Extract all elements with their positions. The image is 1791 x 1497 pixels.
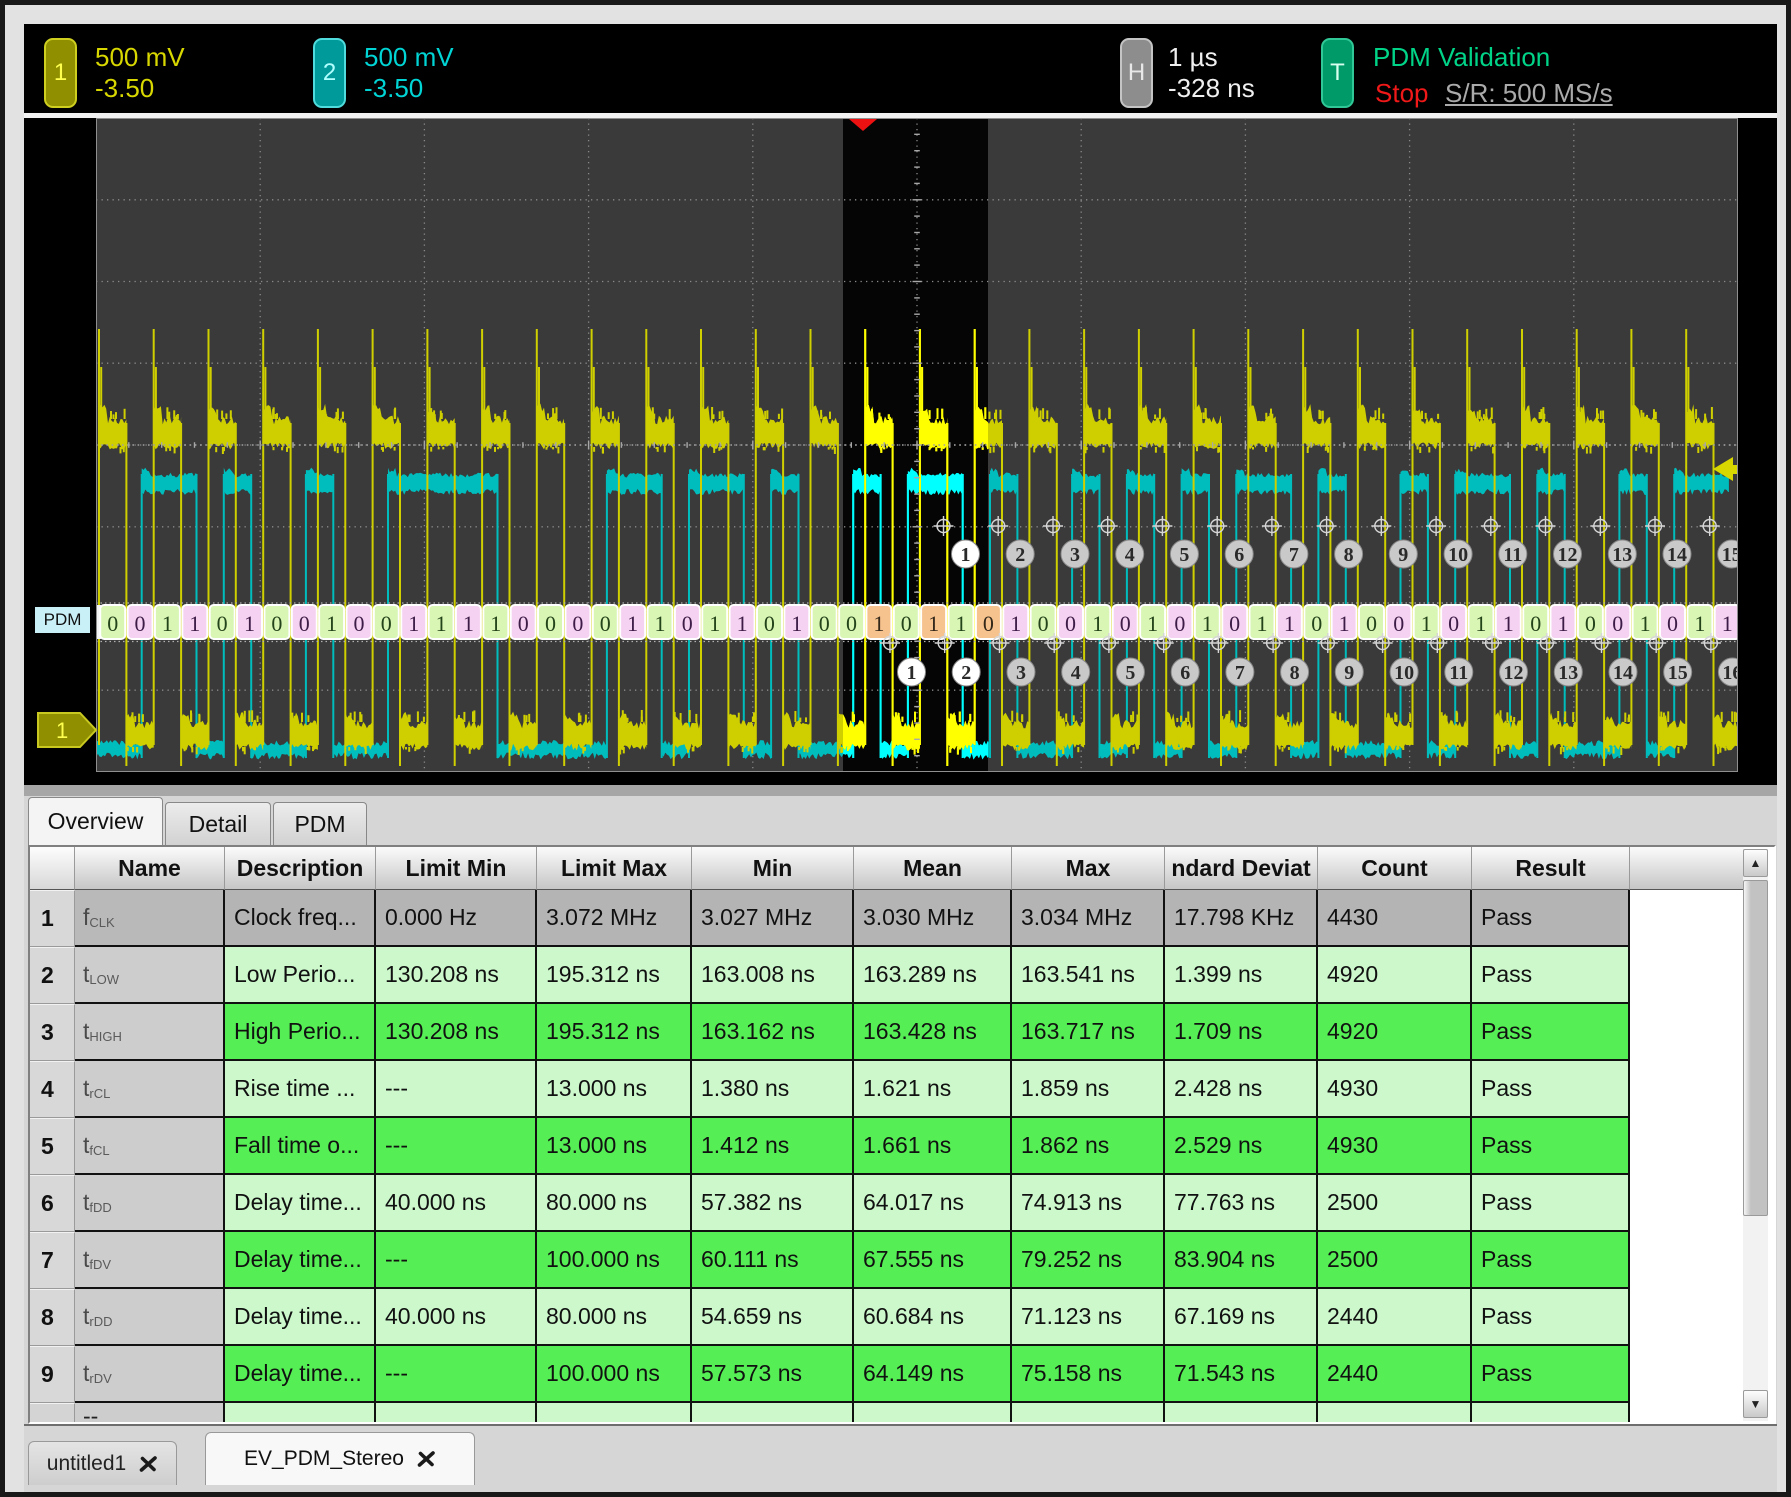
svg-text:13: 13: [1558, 662, 1578, 684]
svg-text:1: 1: [1257, 611, 1268, 636]
svg-text:8: 8: [1290, 662, 1300, 684]
svg-text:0: 0: [1311, 611, 1322, 636]
svg-text:12: 12: [1558, 544, 1578, 566]
svg-text:1: 1: [463, 611, 474, 636]
svg-text:1: 1: [1339, 611, 1350, 636]
svg-text:5: 5: [1179, 544, 1189, 566]
svg-text:0: 0: [381, 611, 392, 636]
svg-text:0: 0: [901, 611, 912, 636]
svg-text:0: 0: [1174, 611, 1185, 636]
svg-text:0: 0: [764, 611, 775, 636]
svg-text:0: 0: [1065, 611, 1076, 636]
svg-text:1: 1: [961, 544, 971, 566]
svg-text:4: 4: [1071, 662, 1081, 684]
svg-text:4: 4: [1125, 544, 1135, 566]
svg-text:0: 0: [135, 611, 146, 636]
svg-text:0: 0: [846, 611, 857, 636]
svg-text:1: 1: [928, 611, 939, 636]
svg-text:6: 6: [1180, 662, 1190, 684]
svg-text:0: 0: [1229, 611, 1240, 636]
svg-text:2: 2: [961, 662, 971, 684]
svg-text:0: 0: [1120, 611, 1131, 636]
svg-text:0: 0: [271, 611, 282, 636]
svg-text:1: 1: [1202, 611, 1213, 636]
svg-text:1: 1: [709, 611, 720, 636]
svg-text:0: 0: [217, 611, 228, 636]
svg-text:14: 14: [1667, 544, 1687, 566]
svg-text:1: 1: [1475, 611, 1486, 636]
svg-text:1: 1: [1722, 611, 1733, 636]
svg-text:1: 1: [1421, 611, 1432, 636]
svg-text:2: 2: [1015, 544, 1025, 566]
svg-text:9: 9: [1344, 662, 1354, 684]
svg-text:7: 7: [1289, 544, 1299, 566]
svg-text:1: 1: [1147, 611, 1158, 636]
svg-text:1: 1: [408, 611, 419, 636]
svg-text:0: 0: [1585, 611, 1596, 636]
svg-text:10: 10: [1448, 544, 1468, 566]
svg-text:14: 14: [1613, 662, 1633, 684]
svg-text:1: 1: [189, 611, 200, 636]
svg-text:16: 16: [1722, 662, 1738, 684]
svg-text:9: 9: [1398, 544, 1408, 566]
svg-text:0: 0: [983, 611, 994, 636]
svg-text:0: 0: [1612, 611, 1623, 636]
svg-text:1: 1: [490, 611, 501, 636]
svg-text:13: 13: [1612, 544, 1632, 566]
svg-text:8: 8: [1344, 544, 1354, 566]
svg-text:0: 0: [572, 611, 583, 636]
svg-text:3: 3: [1016, 662, 1026, 684]
svg-text:1: 1: [436, 611, 447, 636]
svg-text:1: 1: [56, 718, 68, 743]
svg-text:0: 0: [1530, 611, 1541, 636]
svg-text:0: 0: [600, 611, 611, 636]
svg-text:1: 1: [873, 611, 884, 636]
svg-text:12: 12: [1504, 662, 1524, 684]
svg-text:1: 1: [791, 611, 802, 636]
svg-text:15: 15: [1668, 662, 1688, 684]
svg-text:5: 5: [1125, 662, 1135, 684]
svg-text:1: 1: [956, 611, 967, 636]
svg-text:10: 10: [1394, 662, 1414, 684]
svg-text:1: 1: [1503, 611, 1514, 636]
svg-text:0: 0: [354, 611, 365, 636]
svg-text:0: 0: [1448, 611, 1459, 636]
svg-text:1: 1: [162, 611, 173, 636]
svg-text:7: 7: [1235, 662, 1245, 684]
svg-text:0: 0: [545, 611, 556, 636]
svg-text:3: 3: [1070, 544, 1080, 566]
svg-text:1: 1: [907, 662, 917, 684]
svg-text:1: 1: [627, 611, 638, 636]
svg-text:1: 1: [1640, 611, 1651, 636]
svg-text:0: 0: [299, 611, 310, 636]
svg-text:1: 1: [1694, 611, 1705, 636]
svg-text:0: 0: [819, 611, 830, 636]
svg-text:6: 6: [1234, 544, 1244, 566]
svg-text:15: 15: [1722, 544, 1738, 566]
svg-text:0: 0: [1366, 611, 1377, 636]
svg-text:1: 1: [1092, 611, 1103, 636]
svg-text:0: 0: [682, 611, 693, 636]
svg-text:1: 1: [737, 611, 748, 636]
svg-text:11: 11: [1503, 544, 1522, 566]
svg-text:1: 1: [1558, 611, 1569, 636]
svg-text:0: 0: [107, 611, 118, 636]
svg-text:1: 1: [1284, 611, 1295, 636]
svg-text:0: 0: [518, 611, 529, 636]
svg-text:1: 1: [655, 611, 666, 636]
svg-text:1: 1: [1010, 611, 1021, 636]
svg-text:1: 1: [244, 611, 255, 636]
svg-text:0: 0: [1667, 611, 1678, 636]
svg-text:0: 0: [1038, 611, 1049, 636]
svg-text:0: 0: [1393, 611, 1404, 636]
svg-text:11: 11: [1449, 662, 1468, 684]
svg-text:1: 1: [326, 611, 337, 636]
